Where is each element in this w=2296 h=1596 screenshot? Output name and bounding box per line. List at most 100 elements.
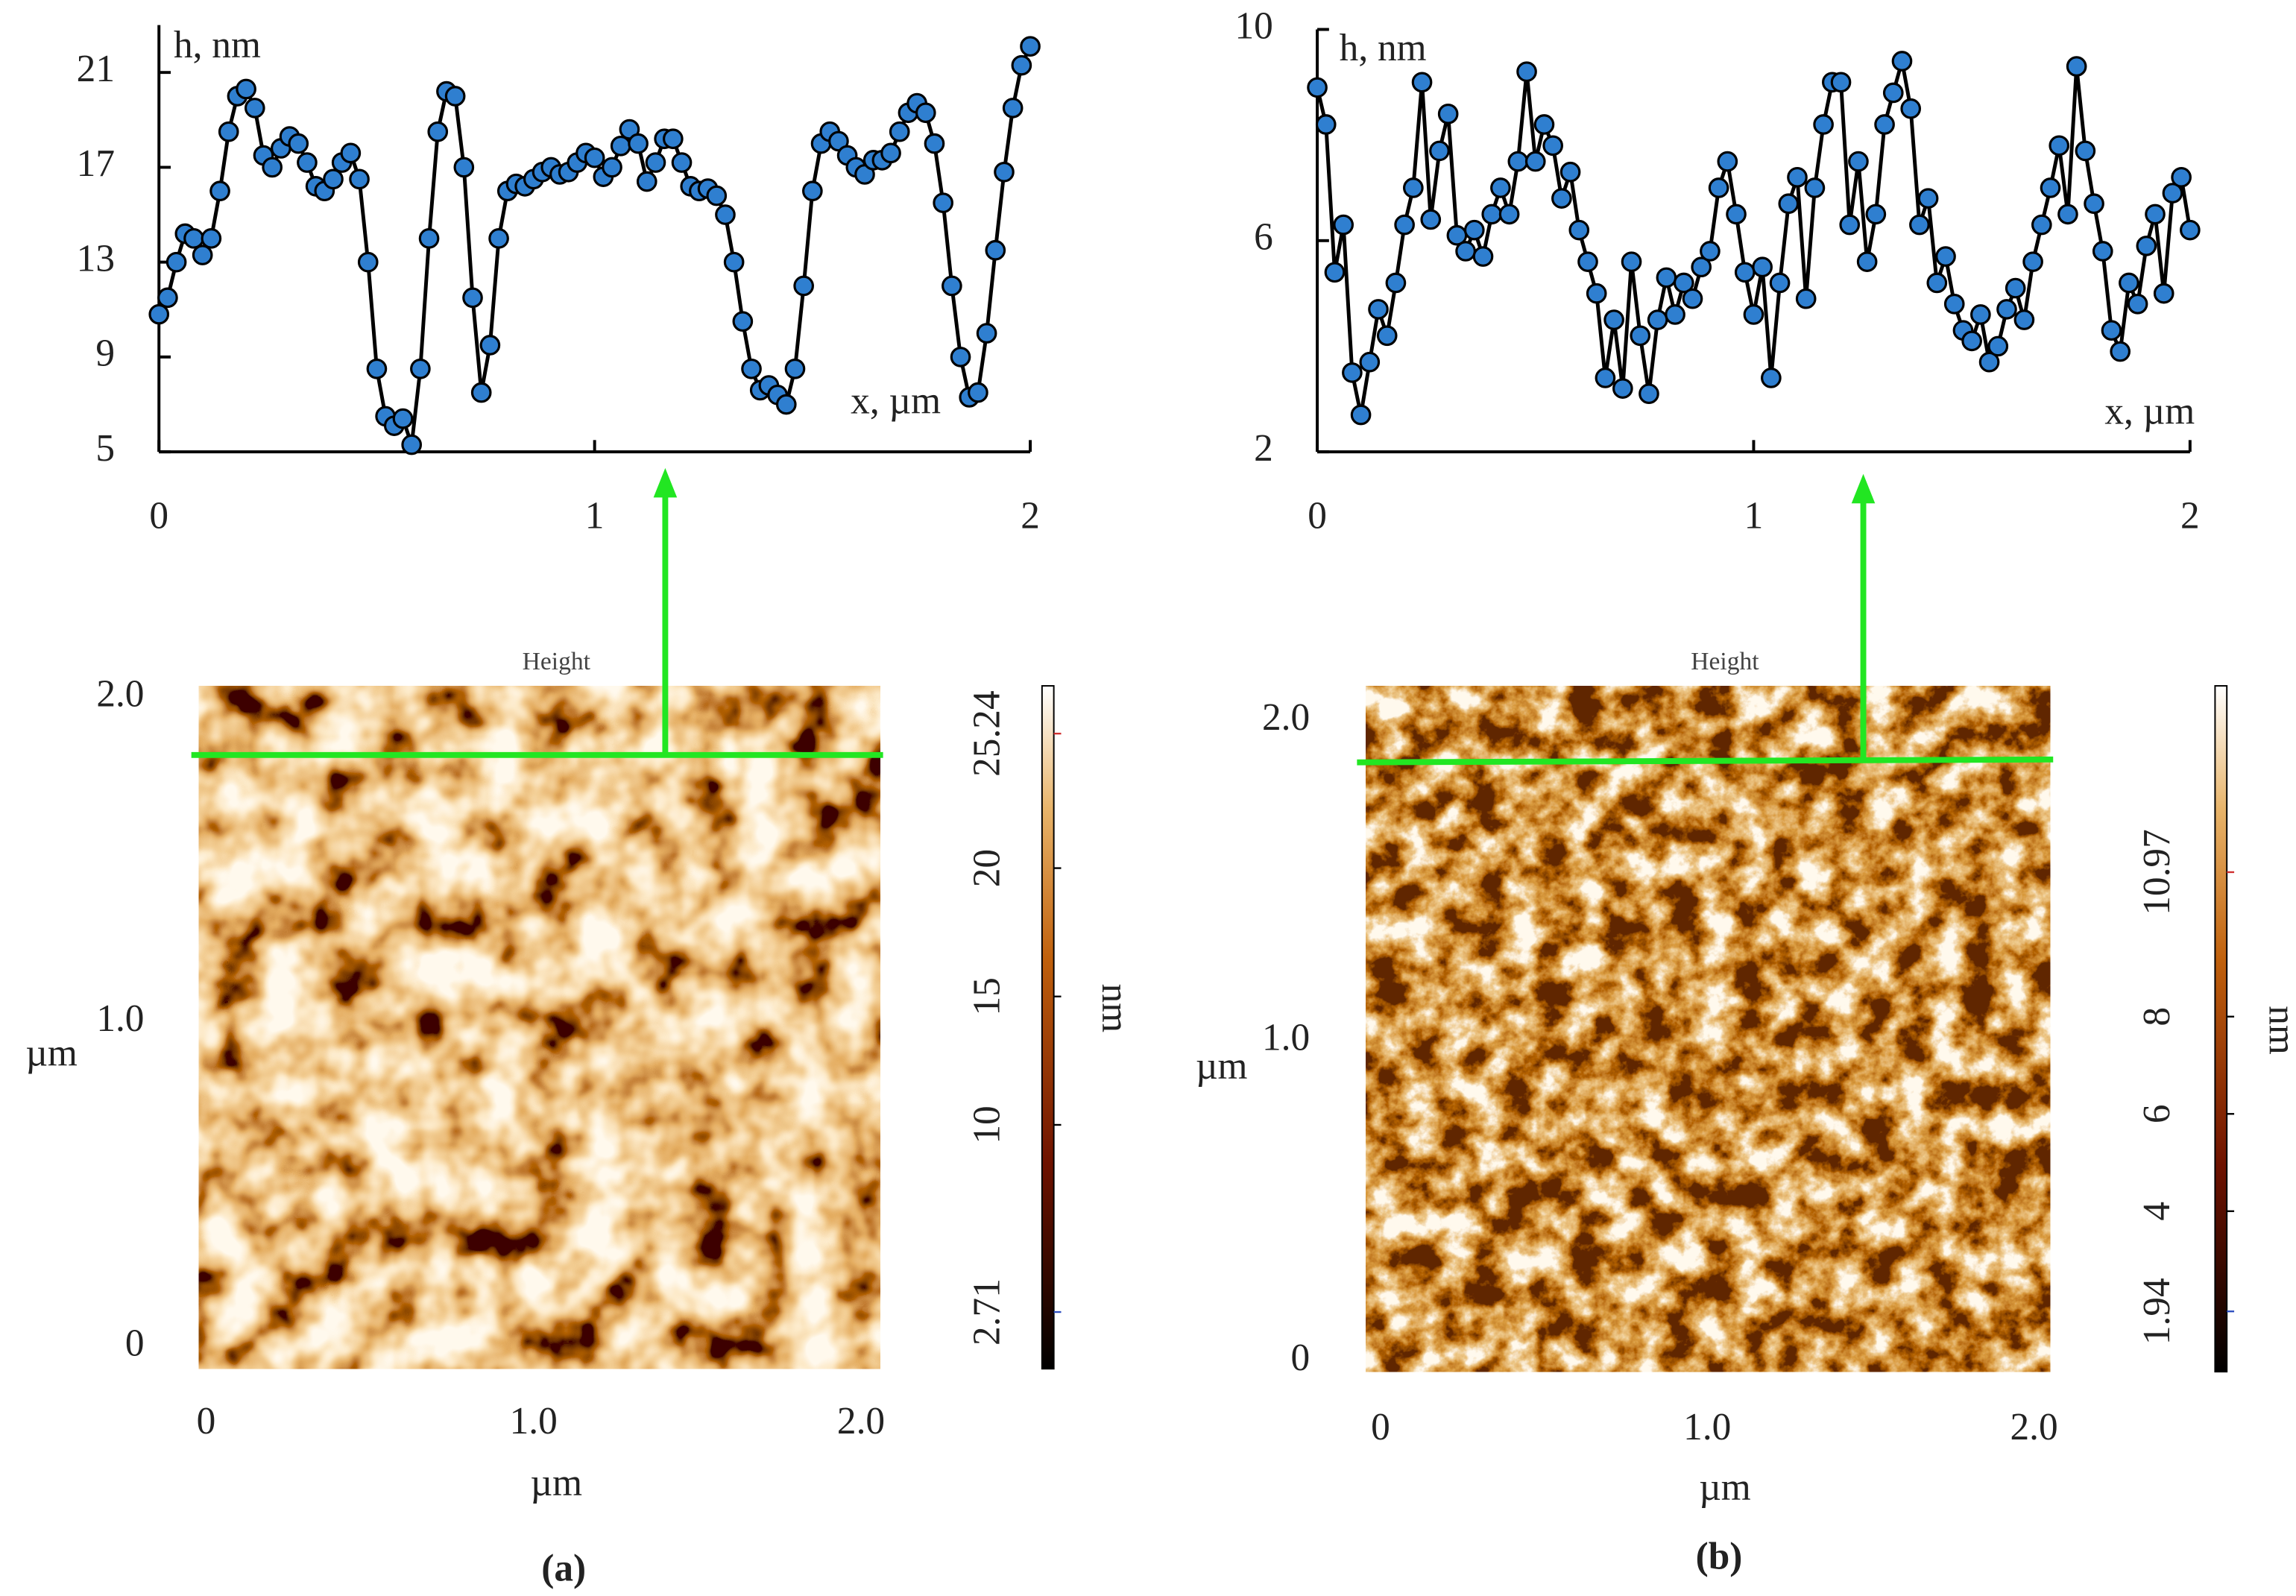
data-point [2127,293,2148,315]
data-point [715,204,736,225]
data-point [1315,114,1337,135]
data-point [2066,56,2087,77]
data-point [1342,362,1363,383]
image-title: Height [523,648,591,675]
data-point [1411,72,1433,93]
data-point [1787,166,1808,188]
data-point [1813,114,1834,135]
x-axis-label: x, µm [2104,391,2195,433]
data-point [1403,177,1424,198]
data-point [1700,241,1721,262]
data-point [1874,114,1895,135]
data-point [994,161,1015,183]
data-point [2136,236,2157,256]
data-point [2171,166,2192,188]
data-point [1978,351,2000,373]
data-point [968,382,988,403]
data-point [1368,299,1389,320]
y-axis-label: h, nm [1340,27,1427,69]
data-point [1891,51,1913,72]
data-point [1481,204,1503,225]
data-point [1324,262,1346,283]
y-tick-label: 21 [77,48,115,90]
data-point [1848,151,1869,172]
data-point [1656,267,1677,288]
y-tick-label: 1.0 [1262,1017,1310,1059]
data-point [1577,251,1598,272]
data-point [1621,251,1642,272]
data-point [1507,151,1529,172]
data-point [2040,177,2061,198]
data-point [2101,320,2122,341]
y-tick-label: 9 [95,332,115,375]
x-axis-label: x, µm [851,380,941,423]
x-axis-label: µm [1699,1466,1751,1509]
data-point [706,185,728,206]
colorbar-label: nm [1094,984,1136,1033]
data-point [1011,54,1032,76]
data-point [1804,177,1826,198]
data-point [1665,304,1685,325]
y-axis-label: µm [25,1032,78,1074]
data-point [157,287,178,309]
data-point [2145,204,2166,225]
data-point [1996,299,2017,320]
data-point [2110,341,2131,362]
data-point [1533,114,1555,135]
data-point [2031,214,2052,236]
data-point [201,228,222,249]
data-point [915,102,936,124]
data-point [1708,177,1729,198]
data-point [1839,214,1861,236]
data-point [1769,272,1791,294]
data-point [732,311,754,332]
colorbar-tick-label: 6 [2136,1104,2178,1123]
data-point [942,275,962,297]
afm-image [1366,686,2051,1372]
data-point [366,358,388,379]
data-point [1455,241,1476,262]
x-tick-label: 1 [585,495,605,537]
y-tick-label: 6 [1254,216,1273,259]
x-tick-label: 0 [197,1400,216,1442]
x-tick-label: 2 [1021,495,1040,537]
data-point [741,358,762,379]
data-point [1734,262,1756,283]
data-point [602,157,622,178]
data-point [1524,151,1546,172]
y-tick-label: 0 [1291,1337,1311,1379]
y-tick-label: 13 [77,237,115,280]
y-tick-label: 10 [1234,4,1272,47]
panel-label: (a) [541,1547,586,1589]
data-point [1682,288,1703,309]
x-tick-label: 2.0 [837,1400,885,1442]
data-point [1394,214,1415,236]
data-point [1900,98,1922,119]
data-point [418,228,440,249]
data-point [1359,351,1381,373]
data-point [1559,161,1581,183]
x-tick-label: 1.0 [1683,1406,1731,1448]
data-point [427,121,449,142]
data-point [2075,140,2096,162]
data-point [488,228,509,249]
data-point [880,142,901,164]
x-axis-label: µm [531,1462,583,1504]
data-point [1961,330,1982,352]
profile-line [1357,756,2054,766]
x-tick-label: 0 [149,495,168,537]
data-point [2162,183,2183,204]
colorbar-tick-label: 10 [966,1105,1009,1144]
data-point [645,152,666,173]
data-point [2057,204,2078,225]
data-point [1743,304,1764,325]
data-point [1865,204,1887,225]
data-point [1943,293,1965,315]
data-point [1307,77,1328,98]
data-point [2022,251,2043,272]
data-point [349,168,370,190]
data-point [148,303,170,325]
data-point [1603,309,1624,330]
data-point [323,168,344,190]
data-point [1542,135,1563,157]
